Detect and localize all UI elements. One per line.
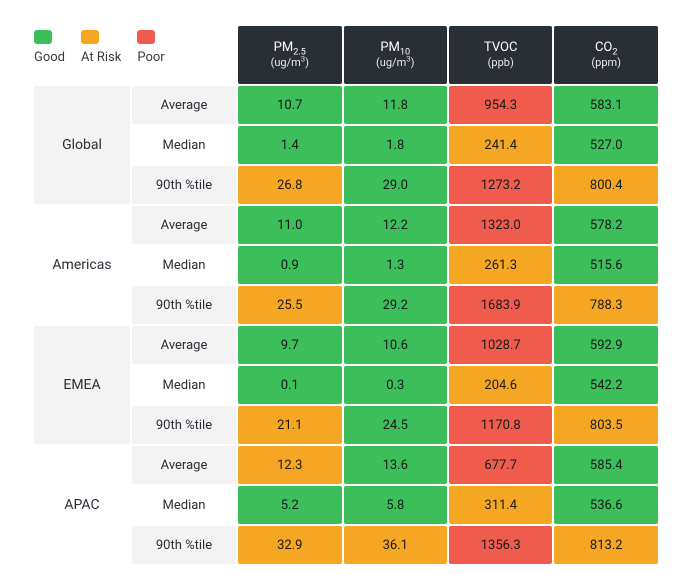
value-cell: 12.3 — [238, 446, 341, 484]
value-cell: 10.7 — [238, 86, 341, 124]
value-cell: 1.4 — [238, 126, 341, 164]
stat-cell: Average — [132, 86, 236, 124]
col-head-co2: CO2(ppm) — [554, 26, 658, 84]
legend-item: At Risk — [81, 30, 121, 65]
metric-name: PM10 — [380, 40, 410, 55]
value-cell: 585.4 — [554, 446, 658, 484]
stat-cell: Median — [132, 366, 236, 404]
value-cell: 5.8 — [344, 486, 447, 524]
value-cell: 583.1 — [554, 86, 658, 124]
value-cell: 1170.8 — [449, 406, 552, 444]
value-cell: 24.5 — [344, 406, 447, 444]
table-body: GlobalAverage10.711.8954.3583.1Median1.4… — [34, 86, 658, 564]
value-cell: 13.6 — [344, 446, 447, 484]
value-cell: 11.0 — [238, 206, 341, 244]
legend-item: Good — [34, 30, 65, 65]
value-cell: 1.8 — [344, 126, 447, 164]
value-cell: 1356.3 — [449, 526, 552, 564]
region-cell: EMEA — [34, 326, 130, 444]
value-cell: 1.3 — [344, 246, 447, 284]
legend-label: Poor — [137, 50, 164, 65]
value-cell: 9.7 — [238, 326, 341, 364]
value-cell: 29.0 — [344, 166, 447, 204]
value-cell: 26.8 — [238, 166, 341, 204]
value-cell: 1028.7 — [449, 326, 552, 364]
value-cell: 204.6 — [449, 366, 552, 404]
value-cell: 21.1 — [238, 406, 341, 444]
data-table: GoodAt RiskPoor PM2.5(ug/m3) PM10(ug/m3)… — [32, 24, 660, 566]
value-cell: 788.3 — [554, 286, 658, 324]
stat-cell: 90th %tile — [132, 526, 236, 564]
region-cell: APAC — [34, 446, 130, 564]
stat-cell: Median — [132, 246, 236, 284]
table-head: GoodAt RiskPoor PM2.5(ug/m3) PM10(ug/m3)… — [34, 26, 658, 84]
value-cell: 25.5 — [238, 286, 341, 324]
value-cell: 515.6 — [554, 246, 658, 284]
value-cell: 1323.0 — [449, 206, 552, 244]
value-cell: 803.5 — [554, 406, 658, 444]
value-cell: 11.8 — [344, 86, 447, 124]
metric-unit: (ppb) — [449, 56, 552, 70]
table-row: APACAverage12.313.6677.7585.4 — [34, 446, 658, 484]
value-cell: 536.6 — [554, 486, 658, 524]
legend-label: At Risk — [81, 50, 121, 65]
stat-cell: 90th %tile — [132, 286, 236, 324]
region-cell: Americas — [34, 206, 130, 324]
table-row: AmericasAverage11.012.21323.0578.2 — [34, 206, 658, 244]
stat-cell: Average — [132, 446, 236, 484]
value-cell: 311.4 — [449, 486, 552, 524]
value-cell: 0.9 — [238, 246, 341, 284]
value-cell: 677.7 — [449, 446, 552, 484]
value-cell: 0.3 — [344, 366, 447, 404]
legend-swatch — [137, 30, 155, 44]
value-cell: 578.2 — [554, 206, 658, 244]
stat-cell: Average — [132, 326, 236, 364]
value-cell: 527.0 — [554, 126, 658, 164]
metric-unit: (ug/m3) — [344, 56, 447, 70]
value-cell: 261.3 — [449, 246, 552, 284]
legend-item: Poor — [137, 30, 164, 65]
value-cell: 5.2 — [238, 486, 341, 524]
table-row: EMEAAverage9.710.61028.7592.9 — [34, 326, 658, 364]
legend: Good At Risk Poor — [34, 30, 236, 65]
air-quality-table: GoodAt RiskPoor PM2.5(ug/m3) PM10(ug/m3)… — [0, 0, 684, 574]
stat-cell: 90th %tile — [132, 406, 236, 444]
stat-cell: Median — [132, 486, 236, 524]
value-cell: 241.4 — [449, 126, 552, 164]
legend-swatch — [34, 30, 52, 44]
value-cell: 29.2 — [344, 286, 447, 324]
value-cell: 36.1 — [344, 526, 447, 564]
value-cell: 1273.2 — [449, 166, 552, 204]
metric-unit: (ppm) — [554, 56, 658, 70]
col-head-pm25: PM2.5(ug/m3) — [238, 26, 341, 84]
legend-cell: Good At Risk Poor — [34, 26, 236, 84]
metric-name: TVOC — [484, 40, 517, 55]
value-cell: 800.4 — [554, 166, 658, 204]
table-row: GlobalAverage10.711.8954.3583.1 — [34, 86, 658, 124]
value-cell: 10.6 — [344, 326, 447, 364]
value-cell: 954.3 — [449, 86, 552, 124]
legend-label: Good — [34, 50, 65, 65]
value-cell: 542.2 — [554, 366, 658, 404]
stat-cell: 90th %tile — [132, 166, 236, 204]
legend-swatch — [81, 30, 99, 44]
metric-name: PM2.5 — [274, 40, 306, 55]
value-cell: 0.1 — [238, 366, 341, 404]
metric-name: CO2 — [595, 40, 618, 55]
region-cell: Global — [34, 86, 130, 204]
value-cell: 32.9 — [238, 526, 341, 564]
stat-cell: Average — [132, 206, 236, 244]
metric-unit: (ug/m3) — [238, 56, 341, 70]
value-cell: 1683.9 — [449, 286, 552, 324]
value-cell: 12.2 — [344, 206, 447, 244]
value-cell: 592.9 — [554, 326, 658, 364]
value-cell: 813.2 — [554, 526, 658, 564]
col-head-pm10: PM10(ug/m3) — [344, 26, 447, 84]
col-head-tvoc: TVOC(ppb) — [449, 26, 552, 84]
stat-cell: Median — [132, 126, 236, 164]
